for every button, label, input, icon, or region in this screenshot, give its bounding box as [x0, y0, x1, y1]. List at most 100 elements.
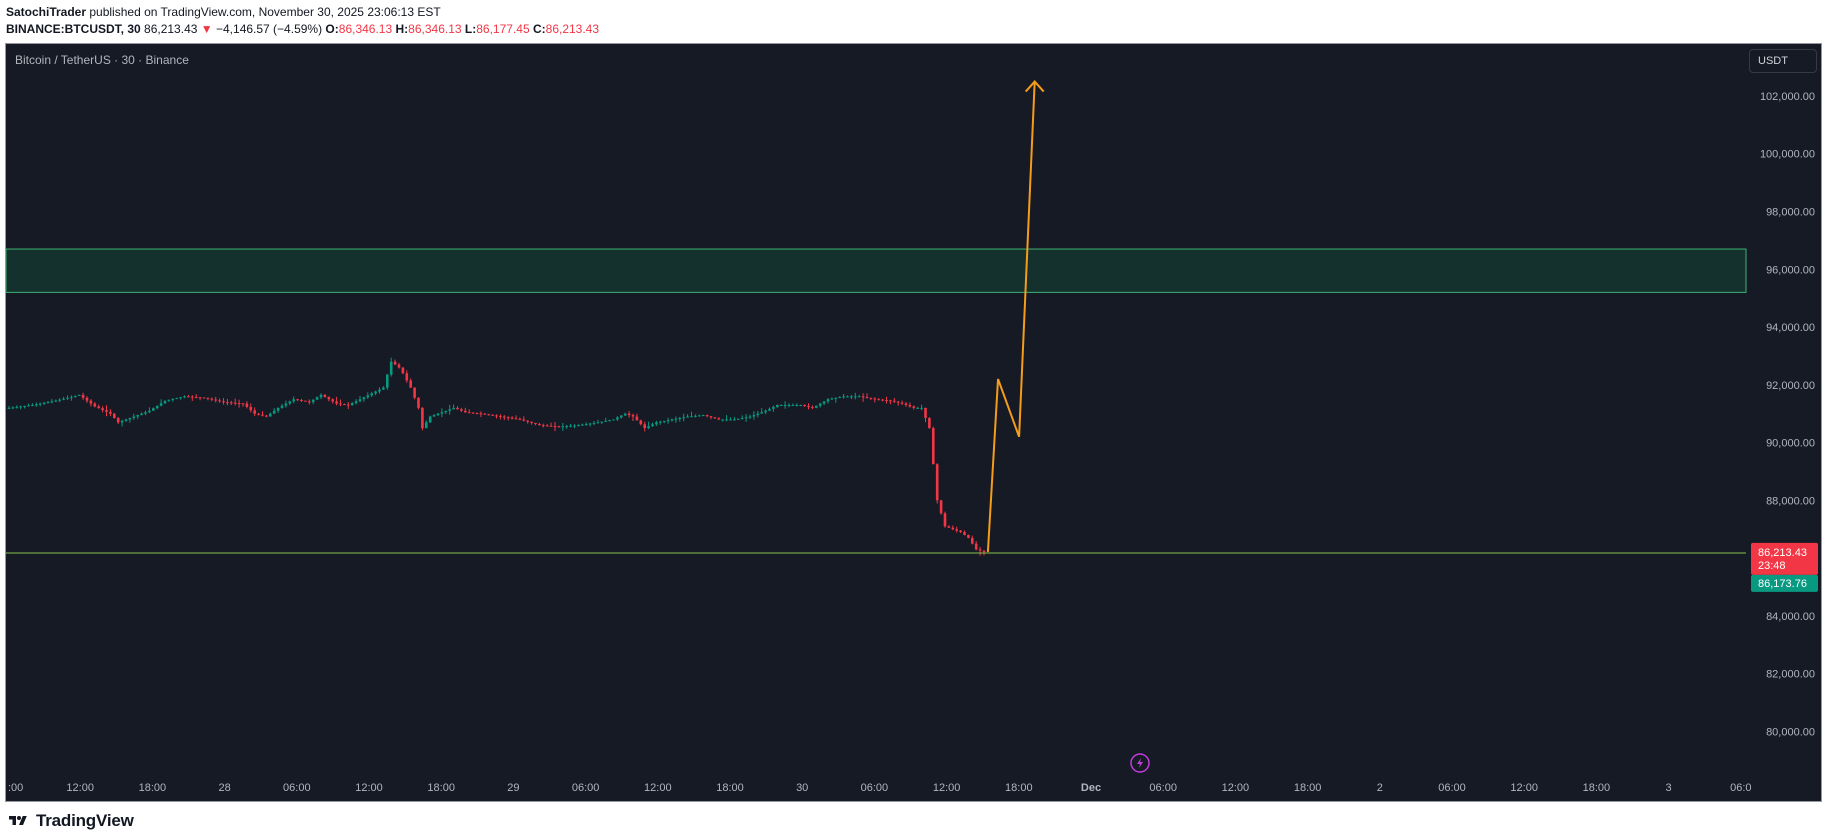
candle-body	[405, 373, 409, 381]
candle-body	[538, 424, 541, 426]
candle-body	[222, 401, 225, 403]
candle-body	[951, 527, 955, 530]
candle-body	[444, 410, 448, 413]
candle-body	[132, 416, 136, 418]
candle-body	[846, 396, 849, 398]
candle-body	[187, 396, 190, 398]
candle-body	[319, 394, 323, 398]
x-tick-label: 06:00	[861, 782, 889, 794]
candle-body	[323, 394, 327, 398]
candle-body	[241, 403, 245, 405]
candle-body	[577, 425, 580, 427]
candle-body	[982, 550, 986, 552]
ohlc-line: BINANCE:BTCUSDT, 30 86,213.43 ▼ −4,146.5…	[6, 21, 599, 38]
y-tick-label: 88,000.00	[1766, 495, 1815, 507]
tradingview-brand[interactable]: TradingView	[36, 811, 134, 830]
candle-body	[206, 397, 210, 399]
symbol-label: BINANCE:BTCUSDT, 30	[6, 22, 141, 36]
candle-body	[510, 417, 514, 419]
candle-body	[304, 400, 307, 402]
candle-body	[967, 534, 970, 538]
y-tick-label: 84,000.00	[1766, 611, 1815, 623]
candle-body	[869, 397, 873, 399]
candle-body	[752, 415, 756, 417]
candle-body	[42, 402, 46, 404]
candle-body	[503, 416, 506, 418]
candle-body	[425, 422, 428, 429]
candle-body	[144, 412, 147, 414]
candle-body	[77, 394, 81, 396]
candle-body	[421, 407, 424, 429]
candle-body	[885, 399, 888, 401]
candle-body	[230, 402, 233, 404]
candle-body	[850, 396, 853, 398]
candle-body	[7, 407, 11, 409]
candle-body	[811, 406, 814, 408]
candle-body	[705, 415, 709, 417]
candle-body	[725, 419, 728, 421]
candle-body	[701, 415, 705, 417]
x-tick-label: 06:00	[1149, 782, 1177, 794]
x-tick-label: 18:00	[1005, 782, 1033, 794]
candle-body	[210, 398, 214, 400]
candle-body	[518, 418, 522, 420]
x-tick-label: Dec	[1081, 782, 1101, 794]
candle-body	[27, 405, 30, 407]
candle-body	[928, 417, 931, 429]
candle-body	[460, 409, 463, 411]
candle-body	[861, 396, 865, 398]
candle-body	[237, 402, 241, 404]
candle-body	[183, 396, 186, 398]
candle-body	[97, 406, 100, 409]
candle-body	[378, 389, 381, 392]
candle-body	[50, 401, 54, 403]
y-tick-label: 96,000.00	[1766, 264, 1815, 276]
candle-body	[670, 419, 674, 421]
candle-body	[464, 410, 467, 413]
candle-body	[733, 419, 736, 421]
candle-body	[666, 420, 670, 422]
chart-frame[interactable]: 80,000.00 82,000.00 84,000.00 88,000.00 90,0…	[5, 43, 1822, 802]
y-tick-label: 92,000.00	[1766, 380, 1815, 392]
candle-body	[565, 426, 568, 428]
y-tick-label: 98,000.00	[1766, 207, 1815, 219]
candle-body	[62, 398, 65, 400]
candle-body	[616, 417, 619, 420]
candle-body	[737, 418, 740, 420]
candle-body	[58, 399, 61, 401]
candle-body	[339, 403, 342, 405]
candle-body	[686, 416, 689, 418]
candle-body	[896, 401, 900, 403]
x-tick-label: 12:00	[1222, 782, 1250, 794]
candle-body	[963, 532, 966, 535]
candle-body	[799, 405, 802, 406]
lightning-bolt-icon	[1137, 758, 1143, 768]
low-label: L:	[464, 22, 477, 36]
last-price: 86,213.43	[144, 22, 198, 36]
candle-body	[772, 406, 775, 409]
currency-button[interactable]: USDT	[1749, 49, 1817, 73]
x-tick-label: 18:00	[1294, 782, 1322, 794]
candle-body	[584, 424, 588, 426]
candle-body	[807, 405, 810, 407]
candle-body	[526, 420, 529, 422]
candle-body	[113, 413, 116, 418]
low-value: 86,177.45	[476, 22, 530, 36]
candle-body	[315, 397, 319, 400]
candle-body	[639, 420, 643, 425]
candle-body	[818, 403, 822, 406]
candle-body	[776, 405, 779, 407]
candle-body	[428, 416, 432, 423]
candle-body	[974, 543, 978, 550]
author-name[interactable]: SatochiTrader	[6, 5, 87, 19]
candle-body	[873, 398, 877, 400]
candle-body	[198, 397, 202, 399]
open-value: 86,346.13	[338, 22, 393, 36]
publish-text: published on TradingView.com, November 3…	[86, 5, 441, 19]
candle-body	[432, 415, 436, 417]
price-chart[interactable]: 80,000.00 82,000.00 84,000.00 88,000.00 90,0…	[6, 44, 1822, 802]
candle-body	[815, 405, 818, 408]
x-tick-label: 30	[796, 782, 808, 794]
close-label: C:	[532, 22, 546, 36]
candle-body	[31, 405, 34, 406]
